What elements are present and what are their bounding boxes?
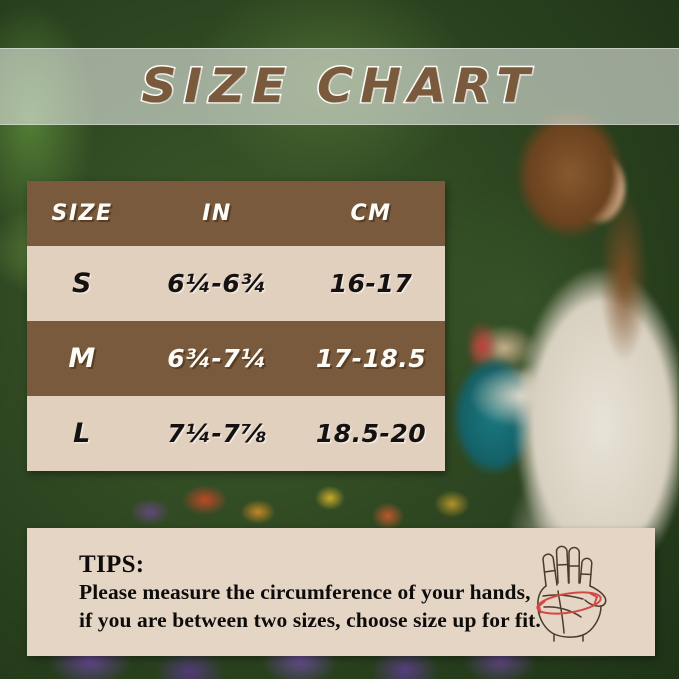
cell-in-s: 6¼-6¾ xyxy=(167,269,267,298)
tips-line-2: if you are between two sizes, choose siz… xyxy=(79,607,541,632)
tips-text-block: TIPS: Please measure the circumference o… xyxy=(27,550,541,635)
size-chart-table: SIZE IN CM S 6¼-6¾ 16-17 M 6¾-7¼ 17-18.5… xyxy=(27,181,445,471)
cell-cm-l: 18.5-20 xyxy=(315,419,427,448)
hand-measure-illustration xyxy=(536,545,607,642)
tips-title: TIPS: xyxy=(79,550,145,578)
cell-size-m: M xyxy=(68,343,96,374)
column-header-cm: CM xyxy=(350,201,392,226)
title-band: SIZE CHART xyxy=(0,48,679,125)
table-row: M 6¾-7¼ 17-18.5 xyxy=(27,321,445,396)
cell-cm-m: 17-18.5 xyxy=(315,344,427,373)
cell-size-s: S xyxy=(72,268,92,299)
cell-size-l: L xyxy=(73,418,91,449)
tips-box: TIPS: Please measure the circumference o… xyxy=(27,528,655,656)
column-header-in: IN xyxy=(202,201,232,226)
table-row: S 6¼-6¾ 16-17 xyxy=(27,246,445,321)
hand-measure-icon xyxy=(513,536,625,648)
cell-in-l: 7¼-7⅞ xyxy=(167,419,267,448)
table-header-row: SIZE IN CM xyxy=(27,181,445,246)
tips-line-1: Please measure the circumference of your… xyxy=(79,580,531,605)
column-header-size: SIZE xyxy=(51,201,113,226)
cell-cm-s: 16-17 xyxy=(329,269,413,298)
cell-in-m: 6¾-7¼ xyxy=(167,344,267,373)
page-title: SIZE CHART xyxy=(140,58,538,116)
table-row: L 7¼-7⅞ 18.5-20 xyxy=(27,396,445,471)
